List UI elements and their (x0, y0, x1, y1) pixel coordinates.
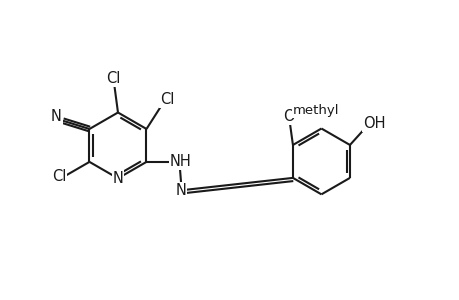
Text: O: O (283, 109, 294, 124)
Text: Cl: Cl (106, 71, 120, 86)
Text: OH: OH (362, 116, 385, 131)
Text: NH: NH (169, 154, 191, 169)
Text: N: N (175, 183, 186, 198)
Text: N: N (112, 171, 123, 186)
Text: Cl: Cl (160, 92, 174, 107)
Text: Cl: Cl (52, 169, 67, 184)
Text: methyl: methyl (292, 104, 338, 117)
Text: N: N (51, 109, 62, 124)
